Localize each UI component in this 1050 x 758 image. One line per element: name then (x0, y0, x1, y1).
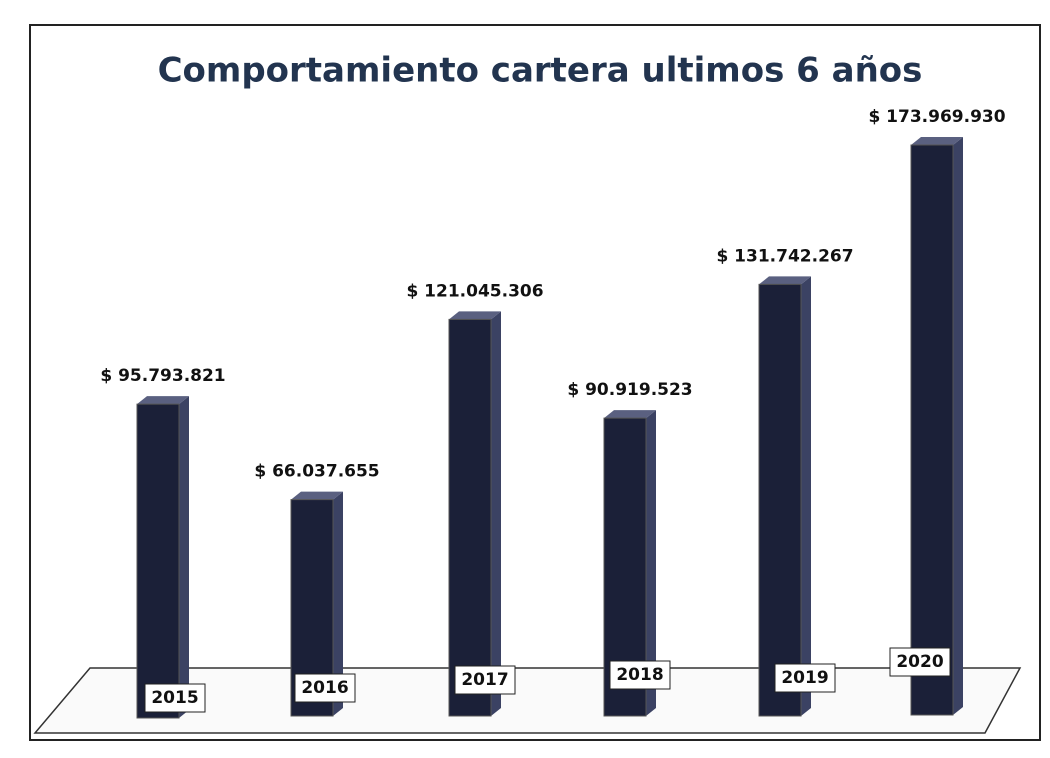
bar-side (491, 311, 501, 716)
category-label-box (144, 683, 206, 713)
category-label-box (774, 663, 836, 693)
category-label: 2018 (616, 665, 663, 685)
bar-side (179, 396, 189, 718)
data-label: $ 121.045.306 (406, 281, 543, 301)
bar-top (604, 410, 656, 419)
chart-frame (29, 24, 1041, 741)
category-label: 2019 (781, 668, 828, 688)
data-label: $ 66.037.655 (254, 462, 379, 482)
bar (758, 283, 802, 717)
bar-top (137, 396, 189, 405)
bar-side (333, 491, 343, 716)
bar-side (646, 410, 656, 716)
category-label-box (454, 665, 516, 695)
bar (448, 318, 492, 717)
bar (136, 403, 180, 719)
category-label: 2017 (461, 670, 508, 690)
category-label: 2015 (151, 688, 198, 708)
bar-top (911, 137, 963, 145)
bar-top (291, 491, 343, 500)
category-label: 2020 (896, 652, 943, 672)
category-label-box (889, 647, 951, 677)
data-label: $ 90.919.523 (567, 380, 692, 400)
bar (910, 144, 954, 716)
bar-top (449, 311, 501, 320)
data-label: $ 131.742.267 (716, 246, 853, 266)
chart-title: Comportamiento cartera ultimos 6 años (158, 51, 923, 91)
category-label-box (294, 673, 356, 703)
bar-top (759, 276, 811, 285)
category-label-box (609, 660, 671, 690)
data-label: $ 95.793.821 (100, 366, 225, 386)
bar-side (953, 137, 963, 715)
bar-side (801, 276, 811, 716)
data-label: $ 173.969.930 (868, 107, 1005, 127)
category-label: 2016 (301, 678, 348, 698)
